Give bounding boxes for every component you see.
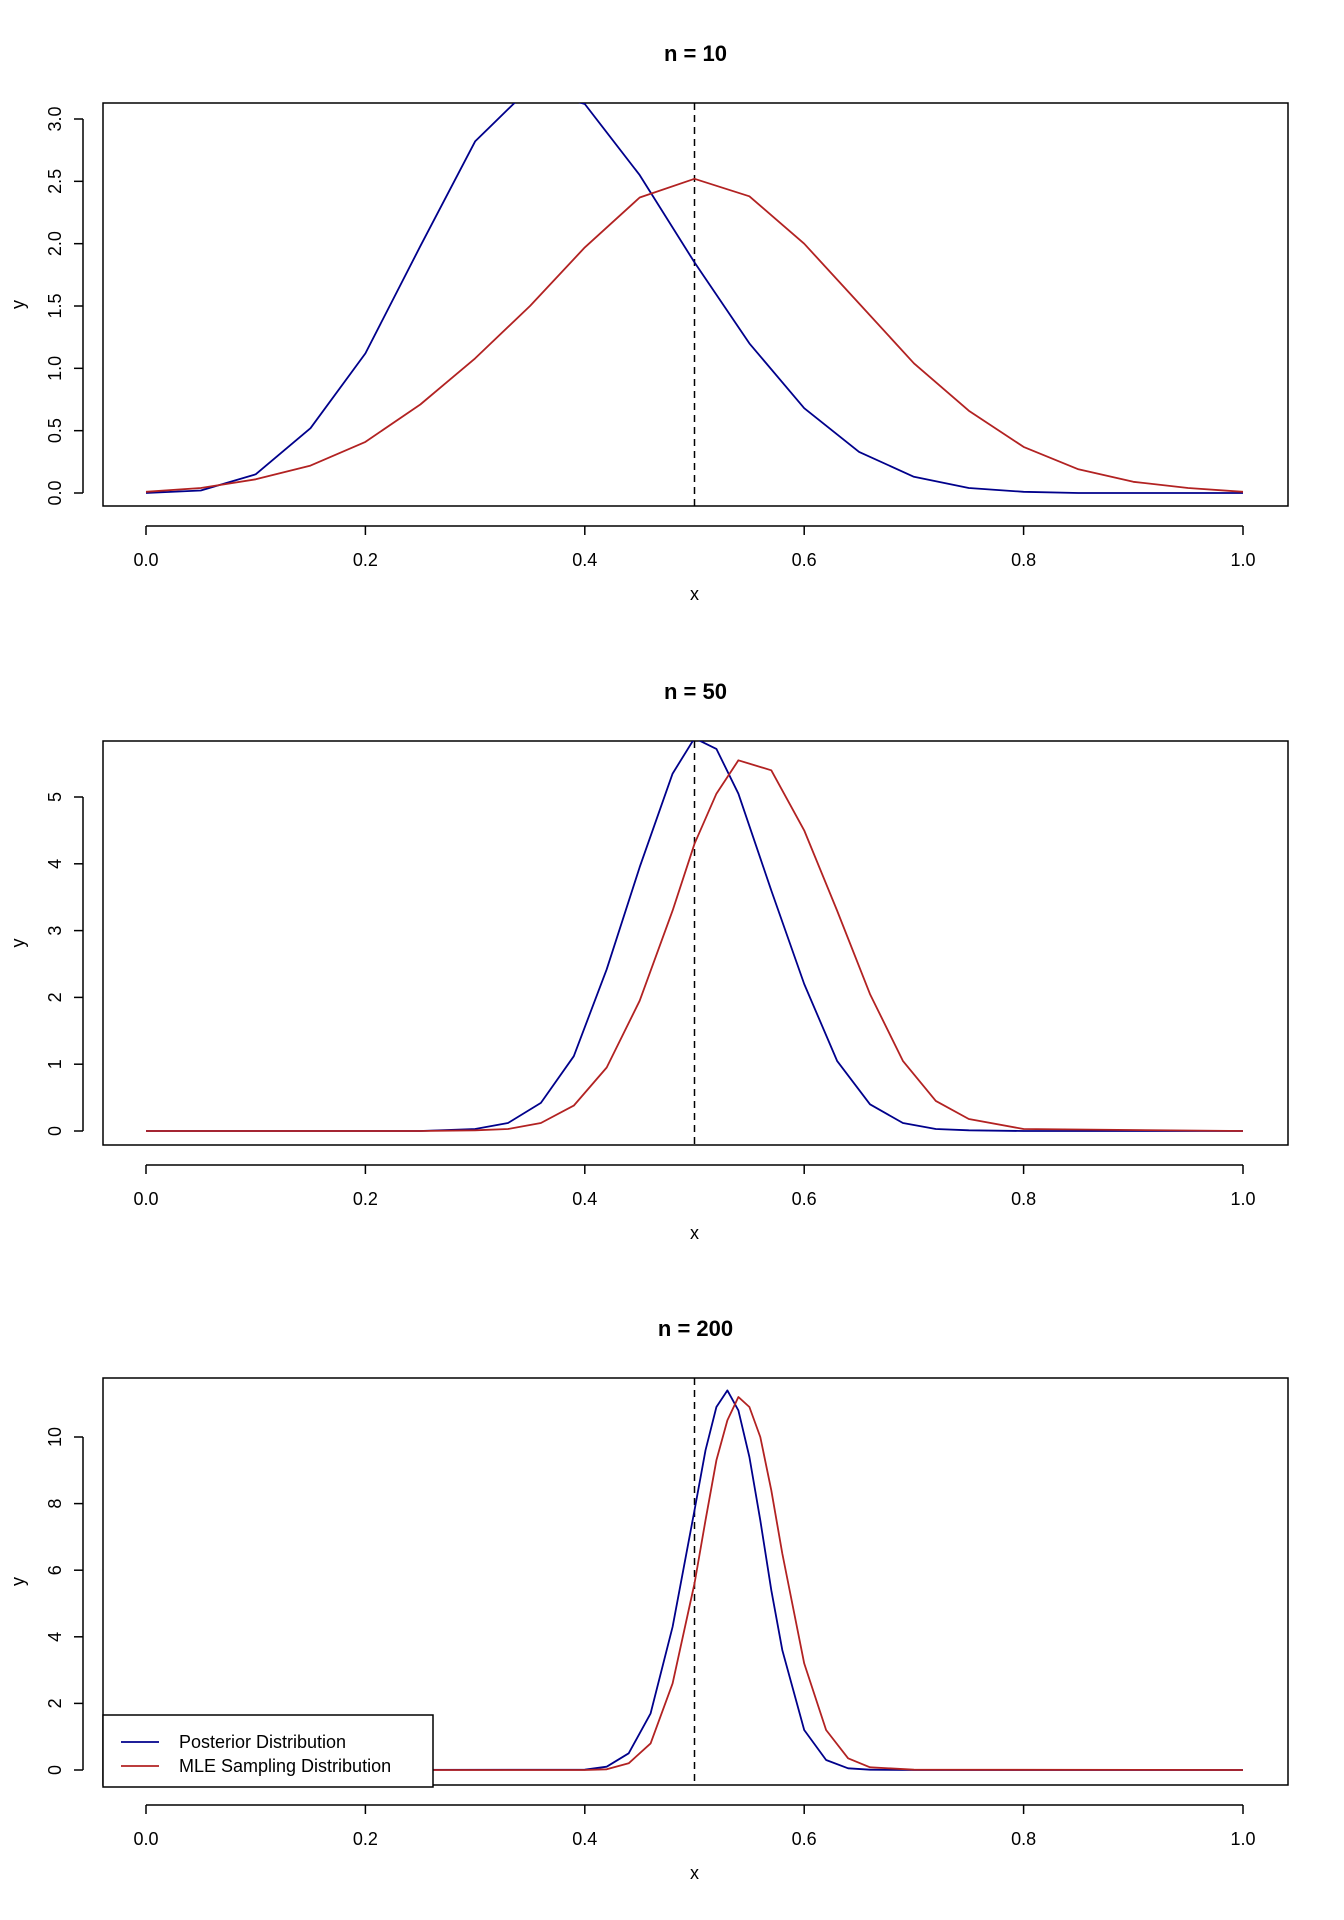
x-tick-label: 0.8: [1011, 1829, 1036, 1849]
x-tick-label: 0.6: [792, 1829, 817, 1849]
x-tick-label: 1.0: [1230, 1829, 1255, 1849]
y-tick-label: 1.5: [45, 293, 65, 318]
y-axis-label: y: [8, 939, 28, 948]
x-tick-label: 1.0: [1230, 1189, 1255, 1209]
y-axis-label: y: [8, 300, 28, 309]
y-tick-label: 10: [45, 1427, 65, 1447]
legend-label: Posterior Distribution: [179, 1732, 346, 1752]
y-tick-label: 2: [45, 992, 65, 1002]
y-tick-label: 4: [45, 859, 65, 869]
x-tick-label: 0.0: [133, 1829, 158, 1849]
chart-title: n = 200: [658, 1316, 733, 1341]
plot-frame: [102, 740, 1289, 1146]
y-tick-label: 2: [45, 1698, 65, 1708]
y-axis-label: y: [8, 1577, 28, 1586]
series-line: [145, 1389, 1243, 1771]
x-tick-label: 0.2: [353, 550, 378, 570]
x-tick-label: 0.4: [572, 1189, 597, 1209]
legend-box: [102, 1714, 434, 1788]
series-line: [146, 759, 1244, 1132]
x-tick-label: 0.2: [353, 1829, 378, 1849]
legend-label: MLE Sampling Distribution: [179, 1756, 391, 1776]
series-line: [146, 1396, 1244, 1771]
chart-panel: n = 10 0.0 0.2 0.4 0.6 0.8 1.0 x 0.0 0.5 1.0 1.5 2.0…: [8, 41, 1289, 604]
x-tick-label: 0.6: [792, 550, 817, 570]
chart-title: n = 10: [664, 41, 727, 66]
x-tick-label: 0.0: [133, 550, 158, 570]
y-tick-label: 4: [45, 1632, 65, 1642]
y-tick-label: 2.5: [45, 169, 65, 194]
x-tick-label: 0.4: [572, 1829, 597, 1849]
x-tick-label: 0.8: [1011, 1189, 1036, 1209]
x-axis-label: x: [690, 1223, 699, 1243]
y-tick-label: 2.0: [45, 231, 65, 256]
series-line: [145, 103, 1243, 494]
y-tick-label: 5: [45, 792, 65, 802]
x-tick-label: 0.8: [1011, 550, 1036, 570]
series-line: [145, 177, 1244, 493]
y-tick-label: 3: [45, 926, 65, 936]
y-tick-label: 0: [45, 1126, 65, 1136]
legend: Posterior Distribution MLE Sampling Distr…: [102, 1714, 434, 1788]
y-tick-label: 1.0: [45, 356, 65, 381]
plot-frame: [102, 102, 1289, 507]
x-tick-label: 0.4: [572, 550, 597, 570]
x-tick-label: 0.6: [792, 1189, 817, 1209]
x-tick-label: 0.2: [353, 1189, 378, 1209]
x-axis-label: x: [690, 584, 699, 604]
chart-title: n = 50: [664, 679, 727, 704]
y-tick-label: 6: [45, 1565, 65, 1575]
y-tick-label: 3.0: [45, 106, 65, 131]
chart-panel: n = 200 0.0 0.2 0.4 0.6 0.8 1.0 x 0 2 4 6 8 10 y Poster…: [8, 1316, 1289, 1883]
y-tick-label: 0: [45, 1765, 65, 1775]
y-tick-label: 0.5: [45, 418, 65, 443]
plot-frame: [102, 1377, 1289, 1786]
x-tick-label: 0.0: [133, 1189, 158, 1209]
y-tick-label: 8: [45, 1499, 65, 1509]
x-axis-label: x: [690, 1863, 699, 1883]
y-tick-label: 0.0: [45, 480, 65, 505]
x-tick-label: 1.0: [1230, 550, 1255, 570]
series-line: [146, 741, 1243, 1132]
y-tick-label: 1: [45, 1059, 65, 1069]
chart-panel: n = 50 0.0 0.2 0.4 0.6 0.8 1.0 x 0 1 2 3 4 5 y: [8, 679, 1289, 1243]
